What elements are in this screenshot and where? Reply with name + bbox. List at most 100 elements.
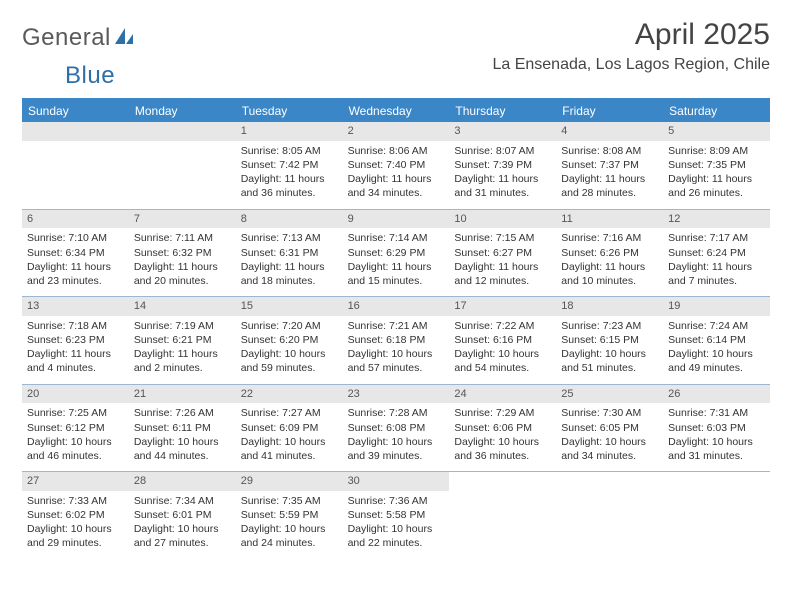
calendar-cell [449,472,556,559]
day-number: 3 [449,122,556,141]
sunrise-text: Sunrise: 7:31 AM [668,406,765,420]
sunrise-text: Sunrise: 7:19 AM [134,319,231,333]
sunrise-text: Sunrise: 7:34 AM [134,494,231,508]
day-number: 5 [663,122,770,141]
sunrise-text: Sunrise: 7:35 AM [241,494,338,508]
sunrise-text: Sunrise: 7:36 AM [348,494,445,508]
calendar-cell: 13Sunrise: 7:18 AMSunset: 6:23 PMDayligh… [22,297,129,385]
daylight-text: Daylight: 10 hours and 59 minutes. [241,347,338,375]
sunset-text: Sunset: 6:09 PM [241,421,338,435]
day-number: 20 [22,385,129,404]
calendar-cell: 14Sunrise: 7:19 AMSunset: 6:21 PMDayligh… [129,297,236,385]
sunrise-text: Sunrise: 7:25 AM [27,406,124,420]
daylight-text: Daylight: 10 hours and 24 minutes. [241,522,338,550]
sunrise-text: Sunrise: 7:30 AM [561,406,658,420]
sunrise-text: Sunrise: 7:16 AM [561,231,658,245]
daylight-text: Daylight: 10 hours and 36 minutes. [454,435,551,463]
sunrise-text: Sunrise: 7:24 AM [668,319,765,333]
calendar-cell: 4Sunrise: 8:08 AMSunset: 7:37 PMDaylight… [556,122,663,210]
sunset-text: Sunset: 7:42 PM [241,158,338,172]
day-number-empty [129,122,236,141]
daylight-text: Daylight: 10 hours and 49 minutes. [668,347,765,375]
sunset-text: Sunset: 6:02 PM [27,508,124,522]
daylight-text: Daylight: 10 hours and 39 minutes. [348,435,445,463]
location-text: La Ensenada, Los Lagos Region, Chile [492,56,770,74]
sunset-text: Sunset: 7:35 PM [668,158,765,172]
day-number: 30 [343,472,450,491]
weekday-tuesday: Tuesday [236,100,343,122]
calendar-cell: 16Sunrise: 7:21 AMSunset: 6:18 PMDayligh… [343,297,450,385]
sunrise-text: Sunrise: 7:26 AM [134,406,231,420]
sunset-text: Sunset: 6:15 PM [561,333,658,347]
sunset-text: Sunset: 7:39 PM [454,158,551,172]
calendar-cell: 28Sunrise: 7:34 AMSunset: 6:01 PMDayligh… [129,472,236,559]
sunrise-text: Sunrise: 8:06 AM [348,144,445,158]
sunrise-text: Sunrise: 7:20 AM [241,319,338,333]
sunset-text: Sunset: 6:21 PM [134,333,231,347]
sunrise-text: Sunrise: 8:08 AM [561,144,658,158]
sunset-text: Sunset: 6:34 PM [27,246,124,260]
daylight-text: Daylight: 10 hours and 44 minutes. [134,435,231,463]
day-number: 8 [236,210,343,229]
sunset-text: Sunset: 6:16 PM [454,333,551,347]
sunrise-text: Sunrise: 8:07 AM [454,144,551,158]
calendar-cell: 8Sunrise: 7:13 AMSunset: 6:31 PMDaylight… [236,210,343,298]
logo-sail-icon [113,26,135,51]
daylight-text: Daylight: 11 hours and 2 minutes. [134,347,231,375]
calendar-cell [663,472,770,559]
calendar-cell: 12Sunrise: 7:17 AMSunset: 6:24 PMDayligh… [663,210,770,298]
sunset-text: Sunset: 7:37 PM [561,158,658,172]
daylight-text: Daylight: 11 hours and 31 minutes. [454,172,551,200]
calendar-cell: 1Sunrise: 8:05 AMSunset: 7:42 PMDaylight… [236,122,343,210]
day-number: 23 [343,385,450,404]
sunrise-text: Sunrise: 8:09 AM [668,144,765,158]
day-number: 18 [556,297,663,316]
sunrise-text: Sunrise: 7:27 AM [241,406,338,420]
calendar-cell [556,472,663,559]
calendar-cell: 21Sunrise: 7:26 AMSunset: 6:11 PMDayligh… [129,385,236,473]
daylight-text: Daylight: 11 hours and 10 minutes. [561,260,658,288]
day-number: 27 [22,472,129,491]
daylight-text: Daylight: 10 hours and 57 minutes. [348,347,445,375]
calendar-cell [22,122,129,210]
sunrise-text: Sunrise: 7:10 AM [27,231,124,245]
day-number: 22 [236,385,343,404]
sunset-text: Sunset: 7:40 PM [348,158,445,172]
sunrise-text: Sunrise: 7:14 AM [348,231,445,245]
sunset-text: Sunset: 6:18 PM [348,333,445,347]
calendar-cell: 19Sunrise: 7:24 AMSunset: 6:14 PMDayligh… [663,297,770,385]
sunset-text: Sunset: 6:31 PM [241,246,338,260]
day-number: 1 [236,122,343,141]
sunset-text: Sunset: 6:12 PM [27,421,124,435]
weekday-saturday: Saturday [663,100,770,122]
calendar-cell: 10Sunrise: 7:15 AMSunset: 6:27 PMDayligh… [449,210,556,298]
calendar-cell [129,122,236,210]
daylight-text: Daylight: 10 hours and 34 minutes. [561,435,658,463]
weekday-sunday: Sunday [22,100,129,122]
day-number: 10 [449,210,556,229]
day-number: 11 [556,210,663,229]
sunset-text: Sunset: 6:27 PM [454,246,551,260]
day-number: 19 [663,297,770,316]
logo-text-general: General [22,24,111,52]
day-number: 25 [556,385,663,404]
calendar-cell: 26Sunrise: 7:31 AMSunset: 6:03 PMDayligh… [663,385,770,473]
daylight-text: Daylight: 11 hours and 26 minutes. [668,172,765,200]
calendar-cell: 20 Sunrise: 7:25 AMSunset: 6:12 PMDayligh… [22,385,129,473]
sunset-text: Sunset: 6:26 PM [561,246,658,260]
sunset-text: Sunset: 6:03 PM [668,421,765,435]
sunset-text: Sunset: 6:08 PM [348,421,445,435]
daylight-text: Daylight: 10 hours and 46 minutes. [27,435,124,463]
sunrise-text: Sunrise: 7:22 AM [454,319,551,333]
daylight-text: Daylight: 11 hours and 28 minutes. [561,172,658,200]
calendar-cell: 2Sunrise: 8:06 AMSunset: 7:40 PMDaylight… [343,122,450,210]
day-number: 24 [449,385,556,404]
day-number: 13 [22,297,129,316]
daylight-text: Daylight: 11 hours and 12 minutes. [454,260,551,288]
daylight-text: Daylight: 10 hours and 29 minutes. [27,522,124,550]
calendar-cell: 29Sunrise: 7:35 AMSunset: 5:59 PMDayligh… [236,472,343,559]
calendar-cell: 24Sunrise: 7:29 AMSunset: 6:06 PMDayligh… [449,385,556,473]
title-block: April 2025 La Ensenada, Los Lagos Region… [492,18,770,74]
calendar-cell: 11 Sunrise: 7:16 AMSunset: 6:26 PMDayligh… [556,210,663,298]
sunrise-text: Sunrise: 7:21 AM [348,319,445,333]
